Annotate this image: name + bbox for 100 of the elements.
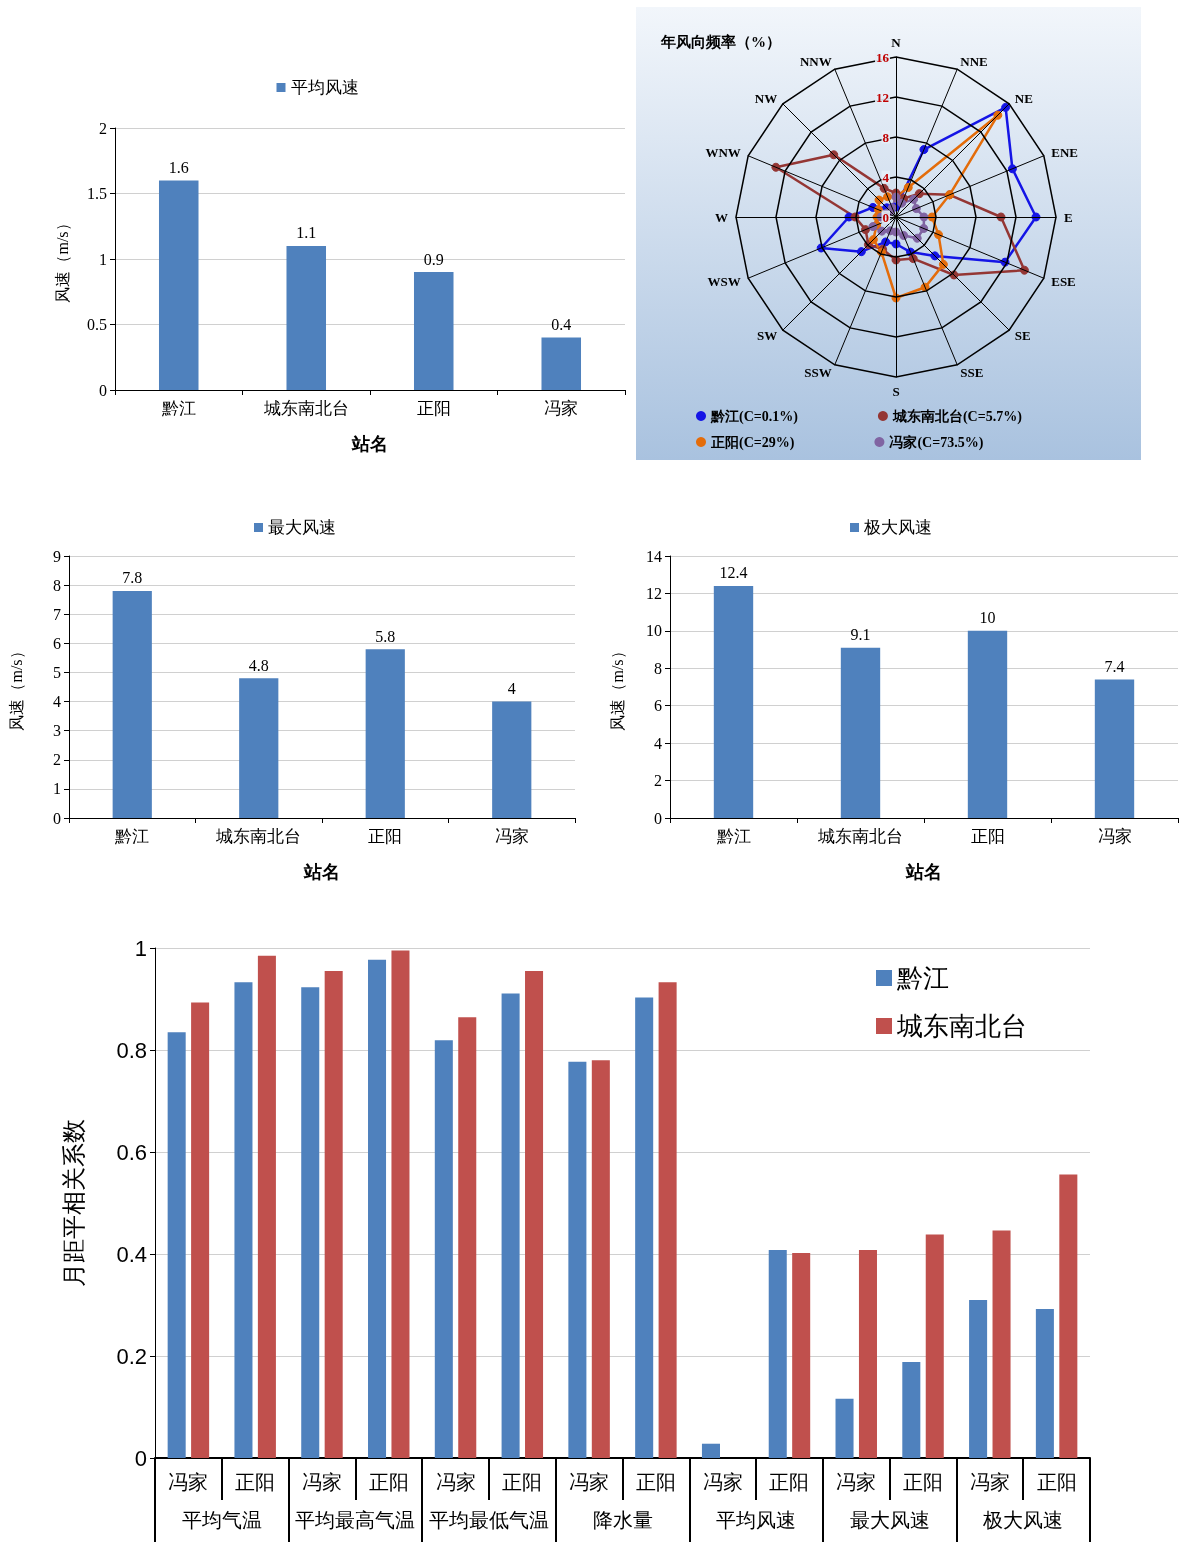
x-tick-label: 城东南北台 <box>262 399 349 418</box>
x-tick-label: 正阳 <box>416 399 451 418</box>
y-tick-label: 0.6 <box>116 1139 147 1165</box>
spoke-label: N <box>891 35 902 50</box>
y-tick-label: 8 <box>53 576 61 594</box>
y-axis-title: 风速（m/s） <box>7 643 25 731</box>
x-tick-label: 黔江 <box>715 827 751 846</box>
legend-label: 最大风速 <box>268 518 336 537</box>
y-tick-label: 1 <box>99 250 107 268</box>
spoke-label: SE <box>1014 328 1031 344</box>
bar <box>324 970 343 1458</box>
data-label: 12.4 <box>719 564 748 582</box>
spoke-label: SSE <box>960 364 984 380</box>
data-label: 0.4 <box>551 316 572 334</box>
legend-label: 城东南北台(C=5.7%) <box>891 407 1023 425</box>
y-tick-label: 8 <box>654 659 662 677</box>
y-tick-label: 14 <box>646 547 662 565</box>
bar <box>967 630 1008 818</box>
y-tick-label: 0.8 <box>116 1037 147 1063</box>
legend-label: 极大风速 <box>863 518 932 537</box>
y-tick-label: 0.2 <box>116 1343 147 1369</box>
x-tick-label: 黔江 <box>114 827 150 846</box>
x-tick-label: 冯家 <box>969 1471 1010 1493</box>
y-axis-title: 风速（m/s） <box>608 643 626 731</box>
legend-label: 黔江(C=0.1%) <box>710 408 799 425</box>
spoke-label: WSW <box>707 273 741 289</box>
bar <box>112 590 152 818</box>
bar <box>840 647 881 818</box>
bar <box>191 1002 210 1458</box>
y-tick-label: 10 <box>646 622 662 640</box>
y-tick-label: 1 <box>53 780 61 798</box>
data-label: 1.1 <box>296 224 317 242</box>
data-label: 10 <box>979 609 996 627</box>
y-tick-label: 2 <box>53 751 61 769</box>
bar <box>1094 679 1135 818</box>
bar <box>458 1017 477 1458</box>
y-tick-label: 6 <box>654 697 662 715</box>
bar <box>858 1249 877 1458</box>
y-axis-title: 月距平相关系数 <box>59 1119 87 1287</box>
spoke-label: WNW <box>705 145 741 161</box>
x-tick-label: 正阳 <box>1036 1471 1077 1493</box>
x-tick-label: 冯家 <box>1097 827 1132 846</box>
spoke-label: NW <box>754 90 778 106</box>
bar <box>257 955 276 1458</box>
data-label: 0.9 <box>423 250 444 268</box>
bar <box>501 993 520 1458</box>
bar <box>701 1443 720 1458</box>
legend-label: 平均风速 <box>290 78 359 97</box>
legend-label: 城东南北台 <box>896 1011 1027 1041</box>
y-tick-label: 1 <box>134 935 147 961</box>
x-tick-label: 城东南北台 <box>215 827 302 846</box>
bar <box>835 1398 854 1458</box>
bar <box>902 1362 921 1458</box>
data-label: 4 <box>507 680 516 698</box>
data-label: 4.8 <box>248 656 269 674</box>
x-tick-label: 冯家 <box>301 1471 342 1493</box>
bar <box>591 1060 610 1458</box>
spoke-label: ESE <box>1051 273 1076 289</box>
bar <box>635 997 654 1458</box>
bar <box>969 1299 988 1458</box>
text: 平均最低气温 <box>428 1509 549 1531</box>
bar <box>992 1230 1011 1458</box>
bar <box>167 1032 186 1458</box>
bar <box>286 245 327 390</box>
legend-label: 冯家(C=73.5%) <box>889 433 984 451</box>
text: 平均气温 <box>181 1509 262 1531</box>
x-tick-label: 冯家 <box>168 1471 209 1493</box>
y-tick-label: 0 <box>654 809 662 827</box>
bar <box>925 1234 944 1458</box>
legend-label: 正阳(C=29%) <box>710 434 795 451</box>
text: 降水量 <box>592 1509 653 1531</box>
spoke-label: W <box>715 209 728 225</box>
text: 最大风速 <box>849 1509 930 1531</box>
bar <box>713 585 754 818</box>
spoke-label: ENE <box>1051 145 1078 161</box>
bar <box>234 982 253 1458</box>
data-label: 7.4 <box>1104 658 1125 676</box>
bar <box>768 1249 787 1458</box>
bar <box>301 987 320 1458</box>
y-tick-label: 12 <box>646 584 662 602</box>
bar <box>1035 1309 1054 1458</box>
y-tick-label: 2 <box>99 119 107 137</box>
bar <box>658 982 677 1458</box>
y-tick-label: 8 <box>882 129 890 145</box>
spoke-label: E <box>1064 209 1073 225</box>
bar <box>434 1040 453 1458</box>
x-tick-label: 冯家 <box>435 1471 476 1493</box>
bar <box>492 701 532 818</box>
x-axis-title: 站名 <box>905 862 942 882</box>
y-tick-label: 3 <box>53 722 61 740</box>
y-tick-label: 7 <box>53 605 61 623</box>
bar <box>239 678 279 818</box>
x-tick-label: 冯家 <box>544 399 579 418</box>
y-axis-title: 风速（m/s） <box>53 215 71 303</box>
x-tick-label: 黔江 <box>160 399 196 418</box>
text: 极大风速 <box>982 1509 1064 1531</box>
y-tick-label: 0 <box>99 381 107 399</box>
x-axis-title: 站名 <box>303 862 340 882</box>
y-tick-label: 4 <box>654 734 662 752</box>
y-tick-label: 16 <box>876 49 890 65</box>
